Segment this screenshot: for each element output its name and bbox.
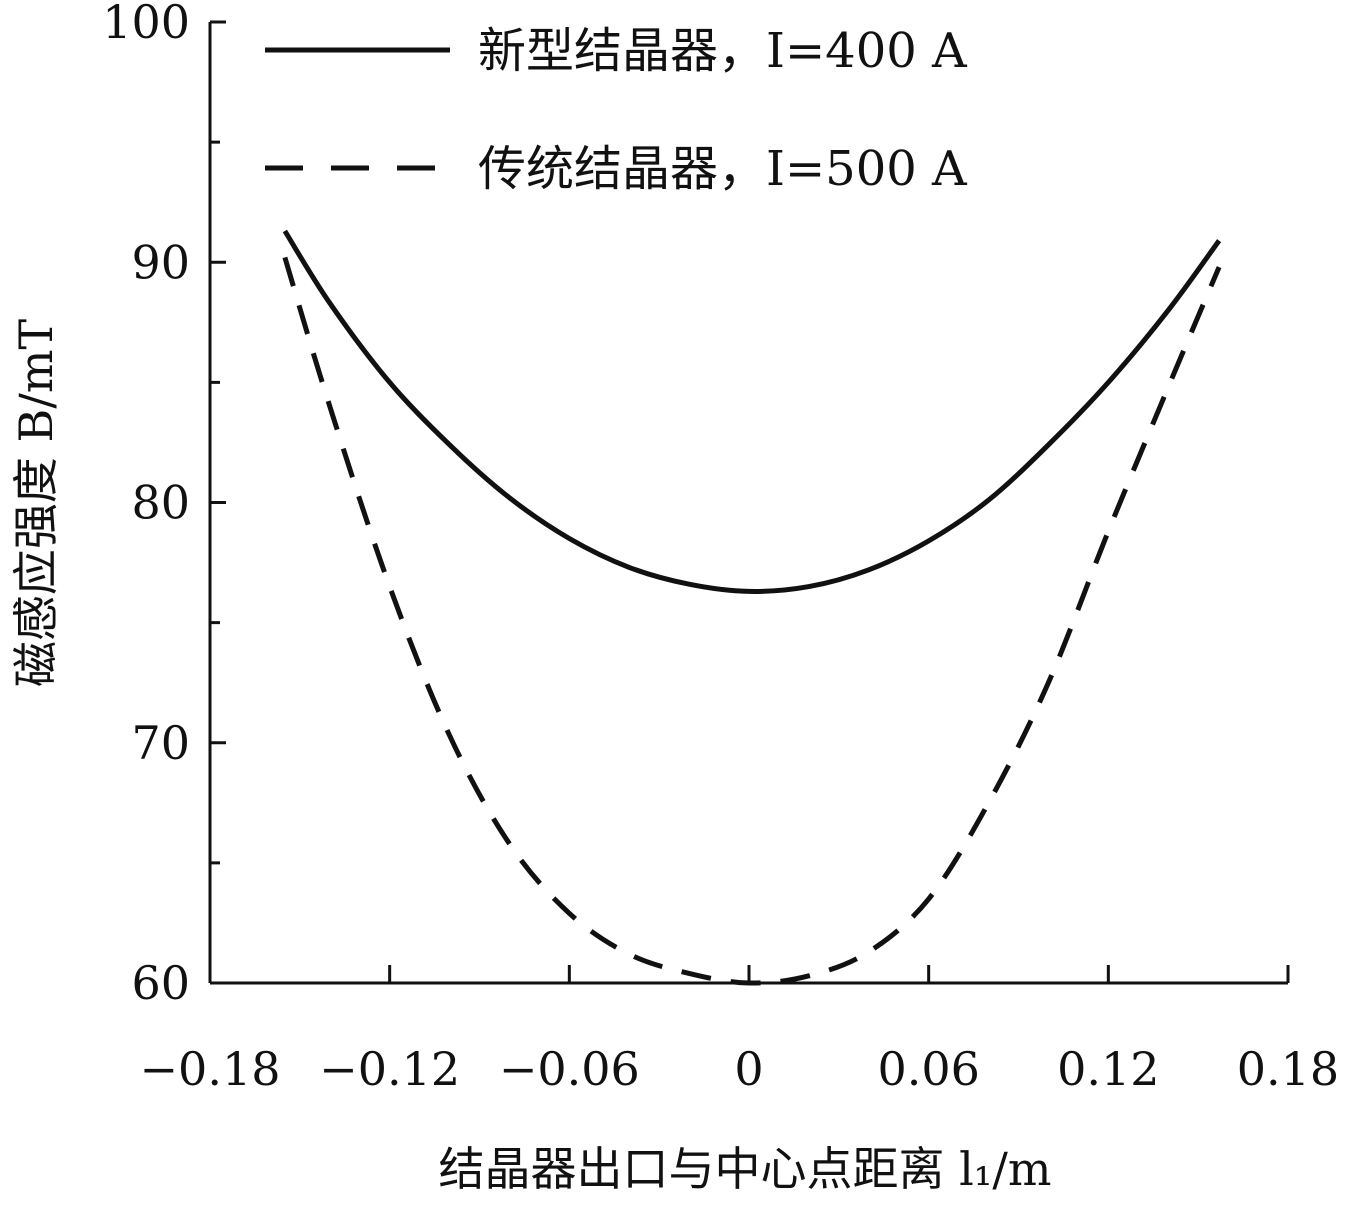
legend-label-0: 新型结晶器，I=400 A [478,23,968,79]
x-tick-label: −0.06 [499,1042,640,1096]
series-layer [282,229,1222,986]
series-line-1 [282,256,1222,986]
y-axis-title: 磁感应强度 B/mT [9,319,63,688]
x-tick-label: 0 [734,1042,763,1096]
x-tick-label: −0.12 [319,1042,460,1096]
y-tick-label: 80 [131,476,190,530]
x-tick-label: −0.18 [140,1042,281,1096]
y-tick-label: 90 [131,235,190,289]
series-line-0 [282,229,1222,594]
x-tick-label: 0.06 [877,1042,979,1096]
axis-titles: 磁感应强度 B/mT 结晶器出口与中心点距离 l₁/m [9,319,1051,1196]
x-axis-title: 结晶器出口与中心点距离 l₁/m [439,1142,1052,1196]
axes-layer: 60 70 80 90 100 −0.18 −0.12 −0.06 0 0.06 0.12 0.18 [102,0,1339,1096]
y-tick-label: 100 [102,0,190,49]
x-tick-label: 0.12 [1057,1042,1159,1096]
legend-label-1: 传统结晶器，I=500 A [478,141,968,197]
y-tick-label: 60 [131,956,190,1010]
x-tick-label: 0.18 [1237,1042,1339,1096]
legend: 新型结晶器，I=400 A 传统结晶器，I=500 A [265,23,968,197]
y-tick-label: 70 [131,716,190,770]
